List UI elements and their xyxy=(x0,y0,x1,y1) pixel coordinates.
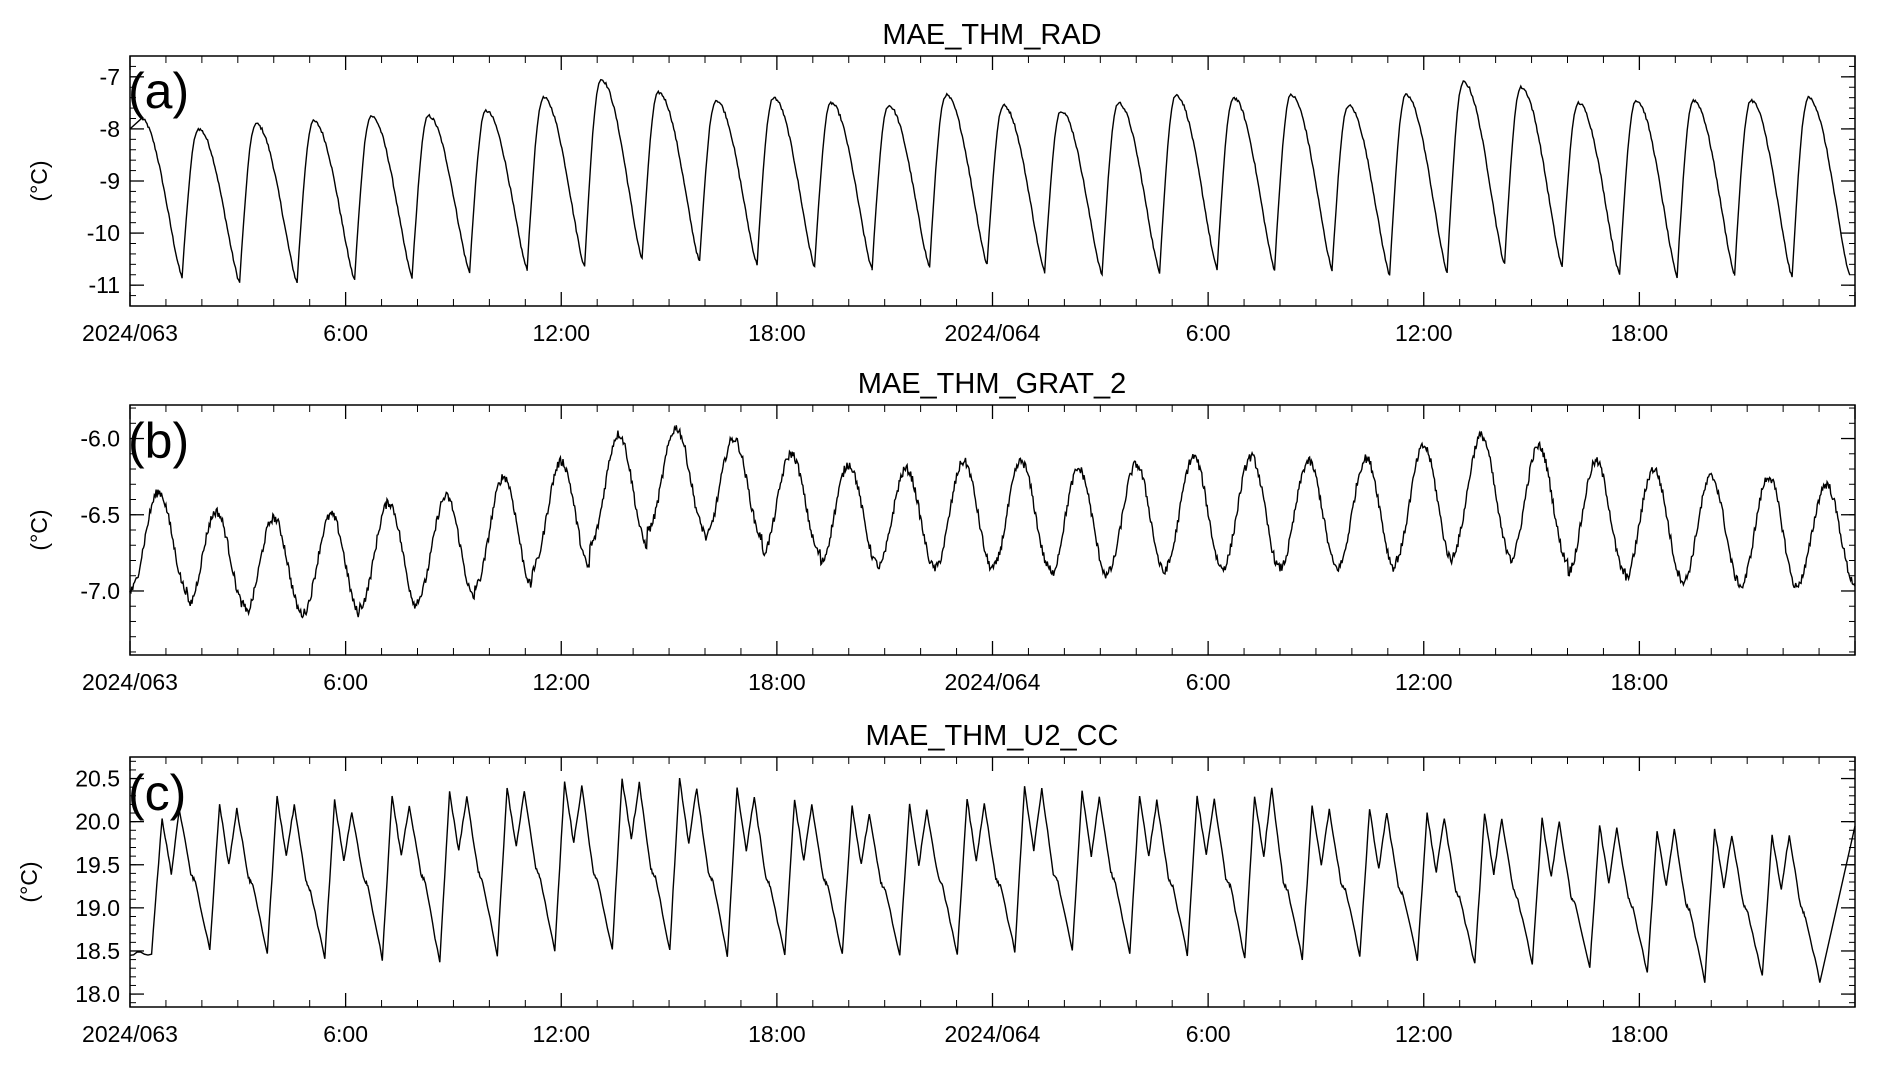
y-tick-label: 18.5 xyxy=(75,938,120,964)
x-tick-label: 18:00 xyxy=(1611,669,1669,695)
x-tick-label: 18:00 xyxy=(1611,320,1669,346)
y-tick-label: 20.5 xyxy=(75,766,120,792)
x-tick-label: 12:00 xyxy=(532,1021,590,1047)
x-tick-label: 6:00 xyxy=(323,669,368,695)
x-tick-label: 2024/063 xyxy=(82,1021,178,1047)
panel-a-xticks: 2024/063 6:00 12:00 18:00 2024/064 6:00 12:00 1… xyxy=(82,56,1856,346)
x-tick-label: 18:00 xyxy=(748,320,806,346)
y-tick-label: -6.0 xyxy=(80,426,120,452)
panel-b-label: (b) xyxy=(128,413,189,469)
panel-a: MAE_THM_RAD (a) (°C) -7 -8 -9 -10 -11 2024/0… xyxy=(26,19,1856,346)
x-tick-label: 2024/064 xyxy=(945,320,1041,346)
panel-c-title: MAE_THM_U2_CC xyxy=(866,720,1119,752)
x-tick-label: 12:00 xyxy=(532,320,590,346)
x-tick-label: 18:00 xyxy=(1611,1021,1669,1047)
y-tick-label: -7 xyxy=(100,64,120,90)
x-tick-label: 2024/064 xyxy=(945,669,1041,695)
x-tick-label: 6:00 xyxy=(1186,1021,1231,1047)
panel-a-label: (a) xyxy=(128,63,189,119)
panel-b-yticks: -6.0 -6.5 -7.0 xyxy=(80,407,1855,653)
panel-c-yticks: 20.5 20.0 19.5 19.0 18.5 18.0 xyxy=(75,760,1855,1007)
panel-b-title: MAE_THM_GRAT_2 xyxy=(858,368,1127,400)
x-tick-label: 12:00 xyxy=(532,669,590,695)
x-tick-label: 6:00 xyxy=(323,320,368,346)
x-tick-label: 12:00 xyxy=(1395,669,1453,695)
panel-a-ylabel: (°C) xyxy=(26,160,52,201)
series-line xyxy=(129,424,1856,619)
series-line xyxy=(129,78,1851,284)
y-tick-label: -7.0 xyxy=(80,578,120,604)
y-tick-label: -10 xyxy=(87,220,120,246)
x-tick-label: 2024/063 xyxy=(82,669,178,695)
series-line xyxy=(129,777,1856,983)
y-tick-label: -8 xyxy=(100,116,120,142)
y-tick-label: -9 xyxy=(100,168,120,194)
y-tick-label: -11 xyxy=(88,272,120,298)
x-tick-label: 12:00 xyxy=(1395,1021,1453,1047)
panel-b: MAE_THM_GRAT_2 (b) (°C) -6.0 -6.5 -7.0 202… xyxy=(26,368,1856,695)
x-tick-label: 2024/064 xyxy=(945,1021,1041,1047)
x-tick-label: 18:00 xyxy=(748,669,806,695)
y-tick-label: 19.5 xyxy=(75,852,120,878)
panel-c: MAE_THM_U2_CC (c) (°C) 20.5 20.0 19.5 19.0 1… xyxy=(16,720,1856,1047)
x-tick-label: 6:00 xyxy=(1186,669,1231,695)
y-tick-label: 20.0 xyxy=(75,809,120,835)
x-tick-label: 18:00 xyxy=(748,1021,806,1047)
x-tick-label: 6:00 xyxy=(1186,320,1231,346)
panel-b-series xyxy=(129,424,1856,619)
y-tick-label: -6.5 xyxy=(80,502,120,528)
panel-c-series xyxy=(129,777,1856,983)
x-tick-label: 6:00 xyxy=(323,1021,368,1047)
x-tick-label: 2024/063 xyxy=(82,320,178,346)
panel-b-xticks: 2024/063 6:00 12:00 18:00 2024/064 6:00 12:00 1… xyxy=(82,405,1856,695)
panel-a-yticks: -7 -8 -9 -10 -11 xyxy=(87,55,1855,307)
panel-c-xticks: 2024/063 6:00 12:00 18:00 2024/064 6:00 12:00 1… xyxy=(82,757,1856,1047)
panel-c-ylabel: (°C) xyxy=(16,861,42,902)
panel-a-title: MAE_THM_RAD xyxy=(882,19,1101,51)
x-tick-label: 12:00 xyxy=(1395,320,1453,346)
panel-b-ylabel: (°C) xyxy=(26,509,52,550)
y-tick-label: 19.0 xyxy=(75,895,120,921)
y-tick-label: 18.0 xyxy=(75,981,120,1007)
panel-b-frame xyxy=(129,404,1856,656)
panel-a-series xyxy=(129,78,1851,284)
panel-c-label: (c) xyxy=(128,765,186,821)
